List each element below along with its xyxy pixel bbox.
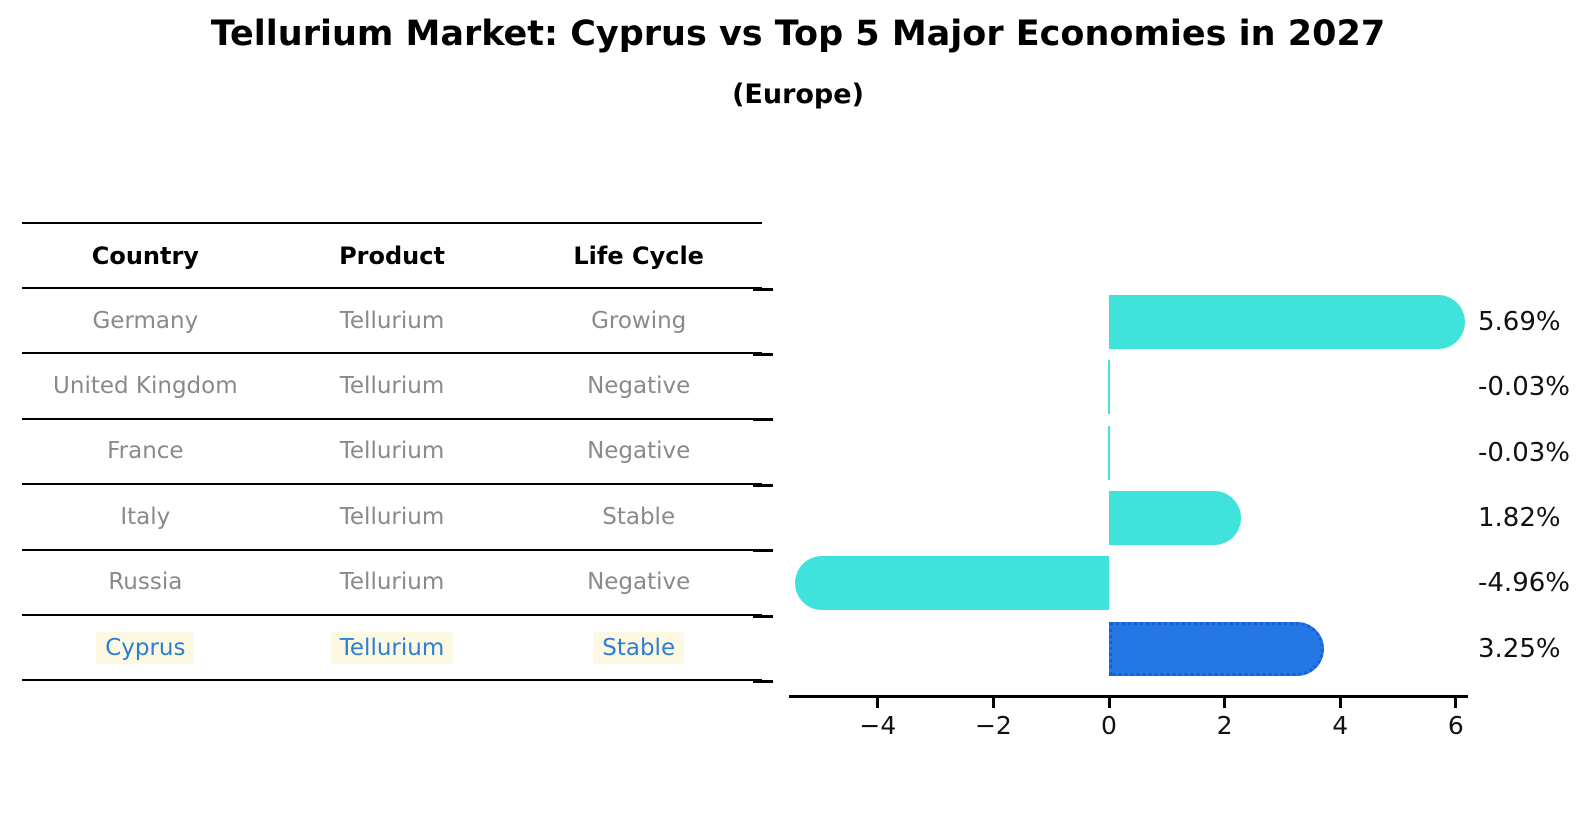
- x-axis-tick-label: 4: [1332, 711, 1349, 740]
- table-cell-text: Negative: [587, 373, 691, 400]
- x-axis-tick-label: 2: [1216, 711, 1233, 740]
- chart-title: Tellurium Market: Cyprus vs Top 5 Major …: [210, 14, 1386, 54]
- y-axis-tick: [753, 352, 773, 356]
- x-axis-tick: [991, 698, 995, 708]
- y-axis-tick: [753, 483, 773, 487]
- bar-cyprus: [1109, 621, 1324, 676]
- table-cell-product: Tellurium: [269, 501, 516, 533]
- chart-subtitle: (Europe): [732, 79, 864, 110]
- bar-chart: 5.69% -0.03% -0.03% 1.82% -4.96% 3.25% −4 −2 0 2 4…: [753, 286, 1570, 766]
- x-axis-tick-label: 0: [1101, 711, 1117, 740]
- table-cell-life-cycle: Negative: [515, 566, 762, 598]
- x-axis-tick-label: 6: [1447, 711, 1464, 740]
- table-row-germany: Germany Tellurium Growing: [22, 289, 762, 355]
- table-cell-text: Cyprus: [96, 631, 195, 664]
- table-cell-country: Italy: [22, 501, 269, 533]
- table-header-cell: Country: [91, 241, 199, 270]
- table-cell-product: Tellurium: [269, 305, 516, 337]
- table-cell-text: Tellurium: [339, 438, 445, 465]
- table-row-cyprus: Cyprus Tellurium Stable: [22, 616, 762, 682]
- x-axis-tick-label: −2: [974, 711, 1012, 740]
- bar-value-label: 1.82%: [1478, 502, 1561, 533]
- table-cell-text: Tellurium: [339, 373, 445, 400]
- table-cell-text: United Kingdom: [53, 373, 238, 400]
- x-axis-tick: [1223, 698, 1227, 708]
- table-cell-product: Tellurium: [269, 631, 516, 664]
- table-cell-text: Negative: [587, 438, 691, 465]
- table-cell-text: Russia: [108, 569, 183, 596]
- table-cell-text: Tellurium: [339, 569, 445, 596]
- table-cell-text: Stable: [593, 631, 685, 664]
- x-axis-line: [789, 695, 1468, 698]
- table-row-russia: Russia Tellurium Negative: [22, 551, 762, 616]
- table-cell-country: Cyprus: [22, 631, 269, 664]
- table-cell-life-cycle: Stable: [515, 631, 762, 664]
- table-cell-country: Russia: [22, 566, 269, 598]
- table-row-france: France Tellurium Negative: [22, 420, 762, 486]
- table-cell-life-cycle: Growing: [515, 305, 762, 337]
- table-cell-text: Growing: [591, 307, 687, 334]
- x-axis-tick: [1454, 698, 1458, 708]
- table-cell-product: Tellurium: [269, 435, 516, 467]
- table-row-united-kingdom: United Kingdom Tellurium Negative: [22, 354, 762, 420]
- bar-russia: [795, 556, 1109, 611]
- bar-value-label: -0.03%: [1478, 437, 1570, 468]
- table-cell-text: Germany: [92, 307, 199, 334]
- table-header-row: Country Product Life Cycle: [22, 222, 762, 289]
- x-axis-tick: [1338, 698, 1342, 708]
- table-cell-life-cycle: Stable: [515, 501, 762, 533]
- bar-value-label: 5.69%: [1478, 306, 1561, 337]
- table-cell-life-cycle: Negative: [515, 435, 762, 467]
- bar-value-label: 3.25%: [1478, 633, 1561, 664]
- table-cell-text: Italy: [120, 503, 171, 530]
- bar-france: [1107, 425, 1110, 480]
- bar-germany: [1109, 294, 1465, 349]
- table-cell-life-cycle: Negative: [515, 370, 762, 402]
- x-axis-tick: [1107, 698, 1111, 708]
- y-axis-tick: [753, 287, 773, 291]
- table-cell-country: Germany: [22, 305, 269, 337]
- table-cell-country: France: [22, 435, 269, 467]
- data-table: Country Product Life Cycle Germany Telluriu…: [22, 222, 762, 682]
- x-axis-tick: [876, 698, 880, 708]
- bar-italy: [1109, 490, 1242, 545]
- table-cell-text: Tellurium: [339, 307, 445, 334]
- y-axis-tick: [753, 614, 773, 618]
- bar-value-label: -4.96%: [1478, 568, 1570, 599]
- bar-united-kingdom: [1107, 360, 1110, 415]
- table-cell-product: Tellurium: [269, 370, 516, 402]
- table-header-cell: Life Cycle: [573, 241, 704, 270]
- y-axis-tick: [753, 418, 773, 422]
- table-cell-text: Tellurium: [330, 631, 454, 664]
- y-axis-tick: [753, 679, 773, 683]
- bar-value-label: -0.03%: [1478, 372, 1570, 403]
- table-cell-text: Tellurium: [339, 503, 445, 530]
- table-cell-product: Tellurium: [269, 566, 516, 598]
- table-header-cell: Product: [339, 241, 445, 270]
- table-cell-country: United Kingdom: [22, 370, 269, 402]
- table-cell-text: France: [107, 438, 184, 465]
- y-axis-tick: [753, 549, 773, 553]
- table-cell-text: Stable: [602, 503, 676, 530]
- x-axis-tick-label: −4: [859, 711, 897, 740]
- table-cell-text: Negative: [587, 569, 691, 596]
- table-row-italy: Italy Tellurium Stable: [22, 485, 762, 551]
